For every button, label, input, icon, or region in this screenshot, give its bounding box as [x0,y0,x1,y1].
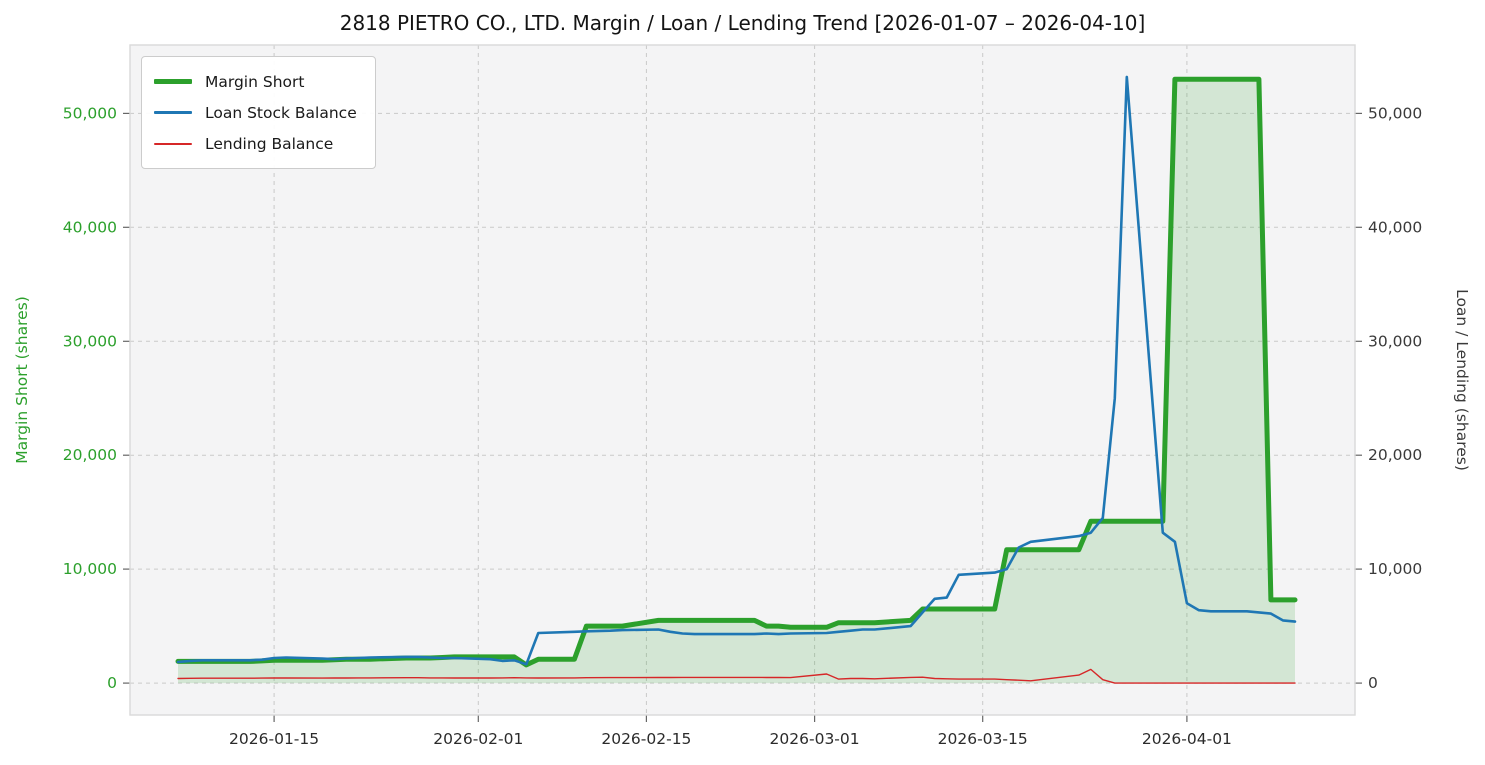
y-axis-right-label: Loan / Lending (shares) [1453,289,1471,471]
y-tick-label-right: 0 [1368,674,1378,692]
margin-short-area [178,79,1295,684]
legend-item-loan-stock: Loan Stock Balance [154,97,357,128]
x-tick-label: 2026-03-15 [938,730,1028,748]
chart-legend: Margin Short Loan Stock Balance Lending … [141,56,376,169]
y-tick-label-right: 10,000 [1368,560,1422,578]
y-tick-label-right: 30,000 [1368,332,1422,350]
y-tick-label-right: 20,000 [1368,446,1422,464]
x-tick-label: 2026-01-15 [229,730,319,748]
margin-short-line [175,76,1298,668]
loan-stock-line [176,75,1297,666]
y-tick-label-right: 50,000 [1368,104,1422,122]
x-tick-label: 2026-02-01 [433,730,523,748]
y-tick-label-left: 40,000 [63,218,117,236]
legend-item-margin-short: Margin Short [154,66,357,97]
loan-stock-legend-swatch [154,111,192,114]
margin-short-legend-swatch [154,79,192,84]
lending-line [177,668,1296,684]
legend-label-loan-stock: Loan Stock Balance [205,103,357,122]
lending-legend-swatch [154,142,192,145]
y-tick-label-right: 40,000 [1368,218,1422,236]
y-tick-label-left: 10,000 [63,560,117,578]
chart-title: 2818 PIETRO CO., LTD. Margin / Loan / Le… [339,11,1146,35]
legend-label-lending: Lending Balance [205,134,334,153]
plot-border [129,44,1356,716]
legend-label-margin-short: Margin Short [205,72,305,91]
y-tick-label-left: 50,000 [63,104,117,122]
y-tick-label-left: 0 [107,674,117,692]
x-tick-label: 2026-03-01 [770,730,860,748]
y-tick-label-left: 20,000 [63,446,117,464]
y-axis-left-label: Margin Short (shares) [13,296,31,464]
x-tick-label: 2026-02-15 [601,730,691,748]
y-tick-label-left: 30,000 [63,332,117,350]
legend-item-lending: Lending Balance [154,128,357,159]
x-tick-label: 2026-04-01 [1142,730,1232,748]
